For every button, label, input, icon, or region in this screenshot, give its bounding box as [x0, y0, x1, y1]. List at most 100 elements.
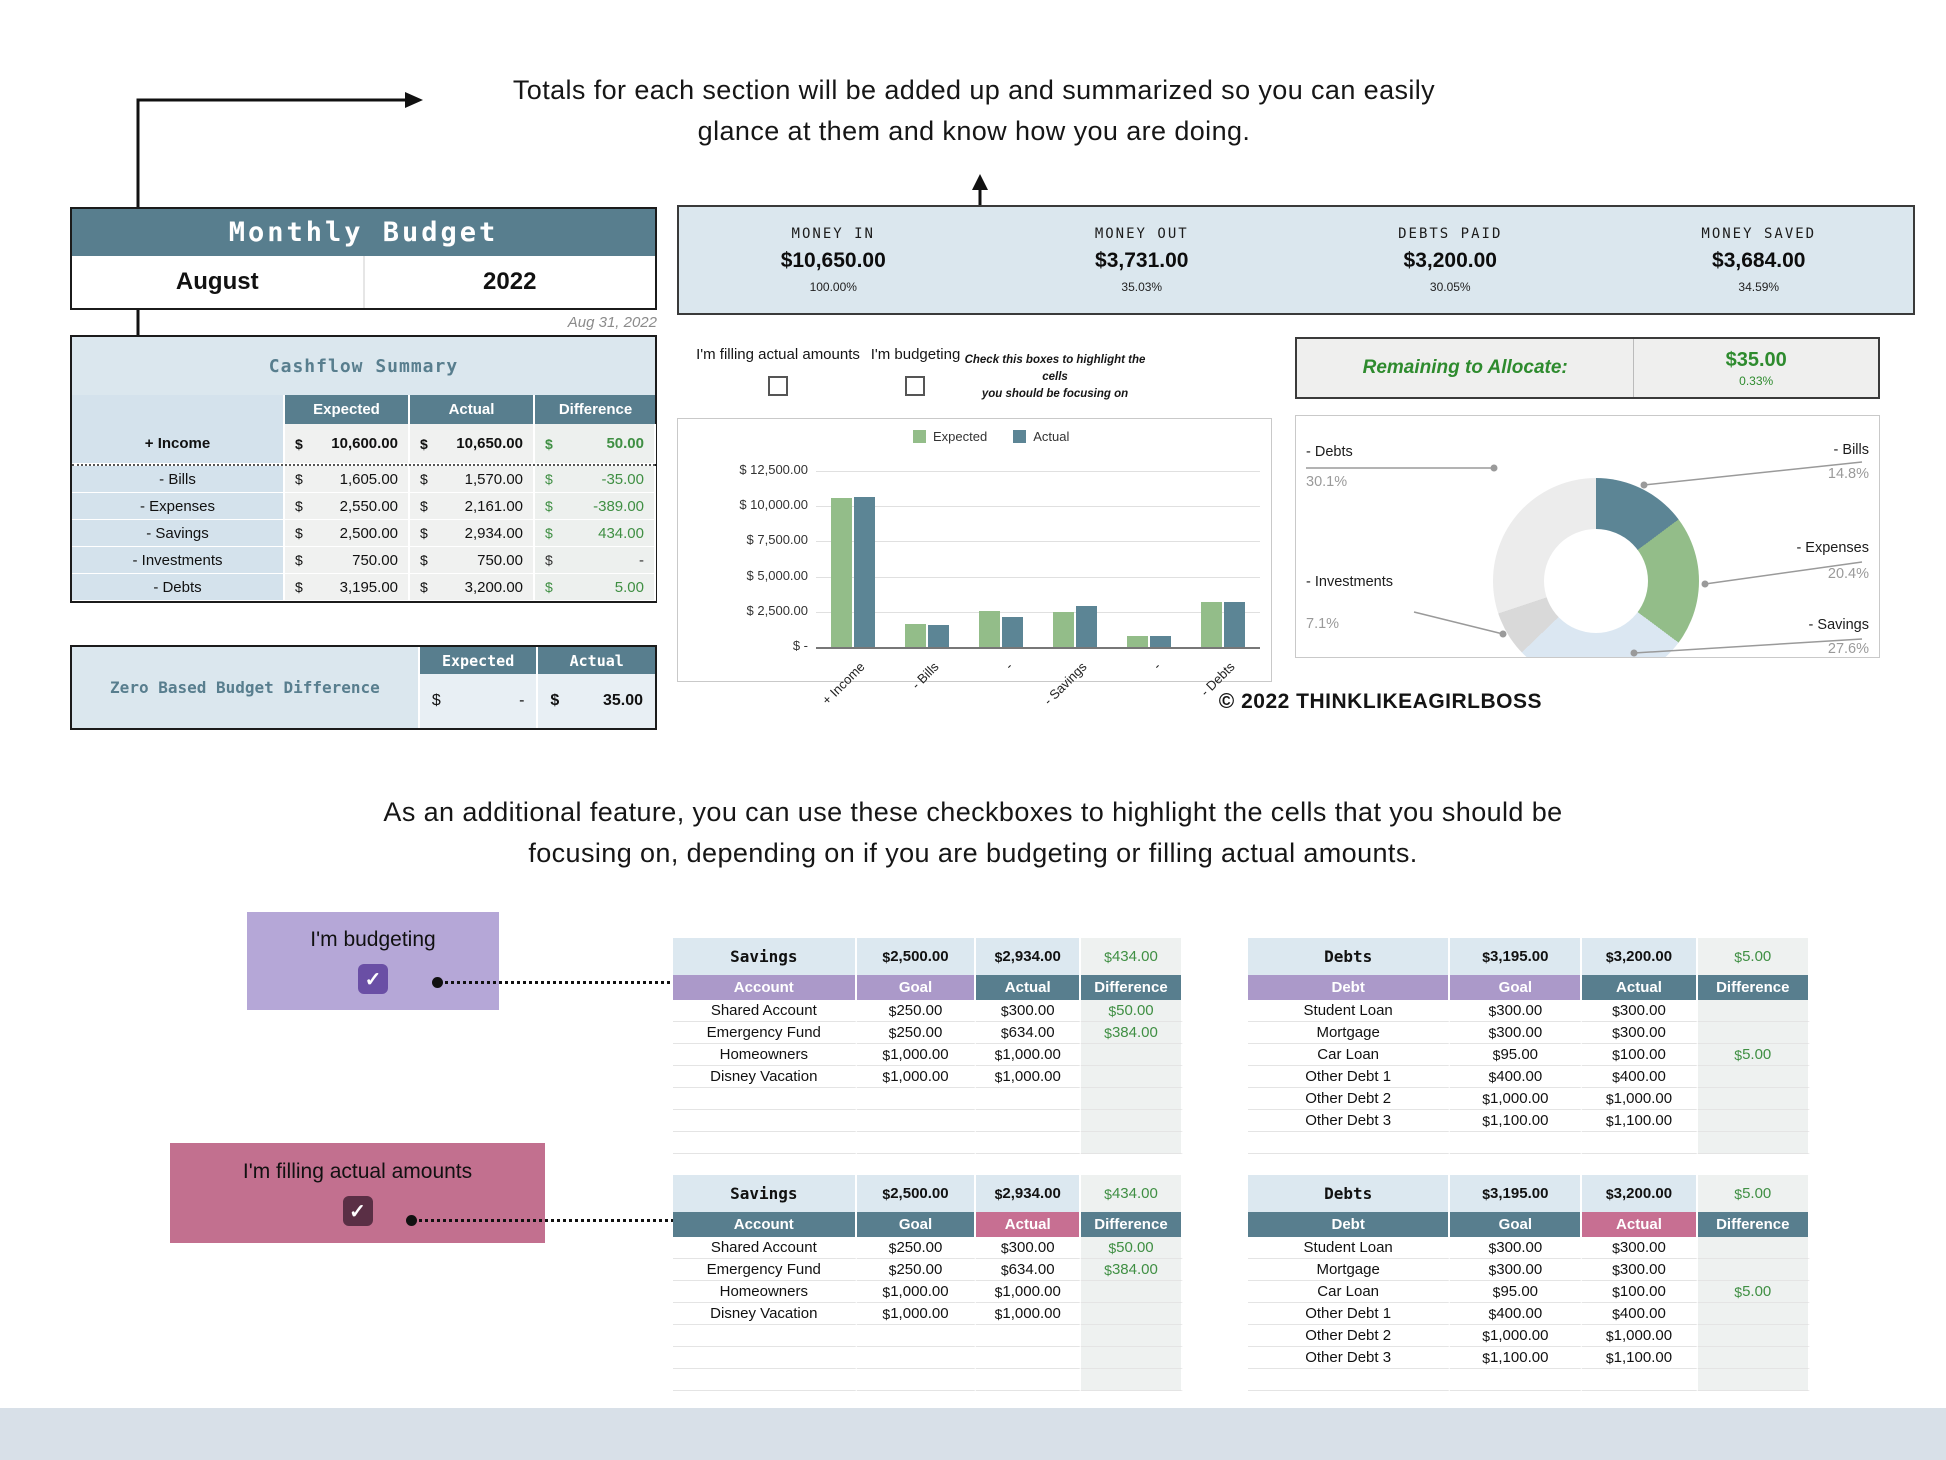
row-label-cell[interactable]: [673, 1347, 857, 1369]
money-cell[interactable]: $384.00: [1080, 1022, 1183, 1044]
money-cell[interactable]: $300.00: [976, 1237, 1081, 1259]
money-cell[interactable]: $1,100.00: [1582, 1110, 1698, 1132]
money-cell[interactable]: [1450, 1369, 1583, 1391]
money-cell[interactable]: $2,934.00: [976, 938, 1081, 975]
column-header[interactable]: Actual: [976, 975, 1081, 1000]
row-label-cell[interactable]: [673, 1088, 857, 1110]
money-cell[interactable]: $1,000.00: [976, 1281, 1081, 1303]
row-label-cell[interactable]: Other Debt 2: [1248, 1325, 1451, 1347]
bar-expected[interactable]: [1201, 602, 1222, 647]
row-label-cell[interactable]: Homeowners: [673, 1044, 857, 1066]
money-cell[interactable]: $300.00: [1582, 1237, 1698, 1259]
money-cell[interactable]: $750.00: [285, 547, 410, 574]
money-cell[interactable]: $384.00: [1080, 1259, 1183, 1281]
row-label-cell[interactable]: Other Debt 3: [1248, 1347, 1451, 1369]
row-label-cell[interactable]: Other Debt 1: [1248, 1066, 1451, 1088]
money-cell[interactable]: $1,100.00: [1450, 1110, 1583, 1132]
money-cell[interactable]: $1,000.00: [856, 1303, 977, 1325]
column-header[interactable]: Debt: [1248, 975, 1451, 1000]
column-header[interactable]: Goal: [1450, 975, 1583, 1000]
table-row[interactable]: [673, 1347, 1183, 1369]
money-cell[interactable]: $5.00: [535, 574, 656, 601]
filling-actuals-checkbox[interactable]: [768, 376, 788, 396]
money-cell[interactable]: [1080, 1303, 1183, 1325]
cashflow-row[interactable]: - Savings $2,500.00 $2,934.00 $434.00: [72, 520, 656, 547]
money-cell[interactable]: $1,100.00: [1582, 1347, 1698, 1369]
money-cell[interactable]: $1,000.00: [976, 1303, 1081, 1325]
money-cell[interactable]: [1697, 1369, 1810, 1391]
row-label-cell[interactable]: [1248, 1132, 1451, 1154]
money-cell[interactable]: $1,605.00: [285, 466, 410, 493]
money-cell[interactable]: [1080, 1369, 1183, 1391]
zero-based-actual-value[interactable]: $35.00: [538, 674, 655, 728]
money-cell[interactable]: [976, 1347, 1081, 1369]
table-row[interactable]: Other Debt 3 $1,100.00 $1,100.00: [1248, 1110, 1810, 1132]
money-cell[interactable]: $ -389.00: [535, 493, 656, 520]
money-cell[interactable]: $100.00: [1582, 1281, 1698, 1303]
money-cell[interactable]: [1697, 1000, 1810, 1022]
money-cell[interactable]: $1,000.00: [856, 1044, 977, 1066]
money-cell[interactable]: $2,934.00: [410, 520, 535, 547]
row-label-cell[interactable]: Shared Account: [673, 1237, 857, 1259]
column-header[interactable]: Goal: [1450, 1212, 1583, 1237]
money-cell[interactable]: $1,000.00: [976, 1066, 1081, 1088]
money-cell[interactable]: [976, 1110, 1081, 1132]
table-row[interactable]: [1248, 1132, 1810, 1154]
money-cell[interactable]: [1697, 1022, 1810, 1044]
money-cell[interactable]: $5.00: [1697, 1175, 1810, 1212]
money-cell[interactable]: $300.00: [1582, 1000, 1698, 1022]
money-cell[interactable]: $1,100.00: [1450, 1347, 1583, 1369]
actuals-mode-checkbox[interactable]: ✓: [342, 1196, 373, 1226]
table-row[interactable]: [1248, 1369, 1810, 1391]
table-row[interactable]: Emergency Fund $250.00 $634.00 $384.00: [673, 1259, 1183, 1281]
money-cell[interactable]: [856, 1325, 977, 1347]
money-cell[interactable]: [1697, 1303, 1810, 1325]
money-cell[interactable]: [976, 1325, 1081, 1347]
bar-expected[interactable]: [905, 624, 926, 647]
money-cell[interactable]: [1697, 1110, 1810, 1132]
row-label-cell[interactable]: [673, 1132, 857, 1154]
money-cell[interactable]: $2,500.00: [856, 1175, 977, 1212]
money-cell[interactable]: [856, 1347, 977, 1369]
money-cell[interactable]: $100.00: [1582, 1044, 1698, 1066]
money-cell[interactable]: $634.00: [976, 1022, 1081, 1044]
money-cell[interactable]: $300.00: [1582, 1022, 1698, 1044]
table-row[interactable]: Emergency Fund $250.00 $634.00 $384.00: [673, 1022, 1183, 1044]
table-row[interactable]: Car Loan $95.00 $100.00 $5.00: [1248, 1044, 1810, 1066]
money-cell[interactable]: $1,000.00: [856, 1066, 977, 1088]
money-cell[interactable]: $3,200.00: [410, 574, 535, 601]
column-header[interactable]: Difference: [1697, 975, 1810, 1000]
money-cell[interactable]: $300.00: [1582, 1259, 1698, 1281]
money-cell[interactable]: $ -35.00: [535, 466, 656, 493]
money-cell[interactable]: [1080, 1281, 1183, 1303]
row-label-cell[interactable]: [673, 1110, 857, 1132]
table-title-row[interactable]: Debts $3,195.00 $3,200.00 $5.00: [1248, 1175, 1810, 1212]
money-cell[interactable]: $10,600.00: [285, 424, 410, 464]
money-cell[interactable]: [1697, 1132, 1810, 1154]
money-cell[interactable]: $2,500.00: [856, 938, 977, 975]
money-cell[interactable]: $3,195.00: [1450, 1175, 1583, 1212]
row-label-cell[interactable]: Emergency Fund: [673, 1022, 857, 1044]
column-header[interactable]: Goal: [856, 1212, 977, 1237]
table-row[interactable]: Homeowners $1,000.00 $1,000.00: [673, 1044, 1183, 1066]
money-cell[interactable]: $1,000.00: [976, 1044, 1081, 1066]
money-cell[interactable]: [1080, 1066, 1183, 1088]
cashflow-row-label[interactable]: + Income: [72, 424, 285, 464]
cashflow-row[interactable]: + Income $10,600.00 $10,650.00 $50.00: [72, 424, 656, 466]
money-cell[interactable]: $634.00: [976, 1259, 1081, 1281]
money-cell[interactable]: $1,000.00: [1450, 1325, 1583, 1347]
money-cell[interactable]: $1,000.00: [856, 1281, 977, 1303]
money-cell[interactable]: $ -: [535, 547, 656, 574]
table-row[interactable]: Other Debt 3 $1,100.00 $1,100.00: [1248, 1347, 1810, 1369]
table-title-row[interactable]: Savings $2,500.00 $2,934.00 $434.00: [673, 1175, 1183, 1212]
money-cell[interactable]: $300.00: [1450, 1022, 1583, 1044]
row-label-cell[interactable]: Other Debt 2: [1248, 1088, 1451, 1110]
money-cell[interactable]: [1697, 1237, 1810, 1259]
month-cell[interactable]: August: [72, 256, 365, 308]
bar-actual[interactable]: [1076, 605, 1097, 647]
money-cell[interactable]: [856, 1088, 977, 1110]
money-cell[interactable]: $434.00: [535, 520, 656, 547]
row-label-cell[interactable]: Other Debt 1: [1248, 1303, 1451, 1325]
money-cell[interactable]: $3,195.00: [1450, 938, 1583, 975]
table-row[interactable]: [673, 1369, 1183, 1391]
